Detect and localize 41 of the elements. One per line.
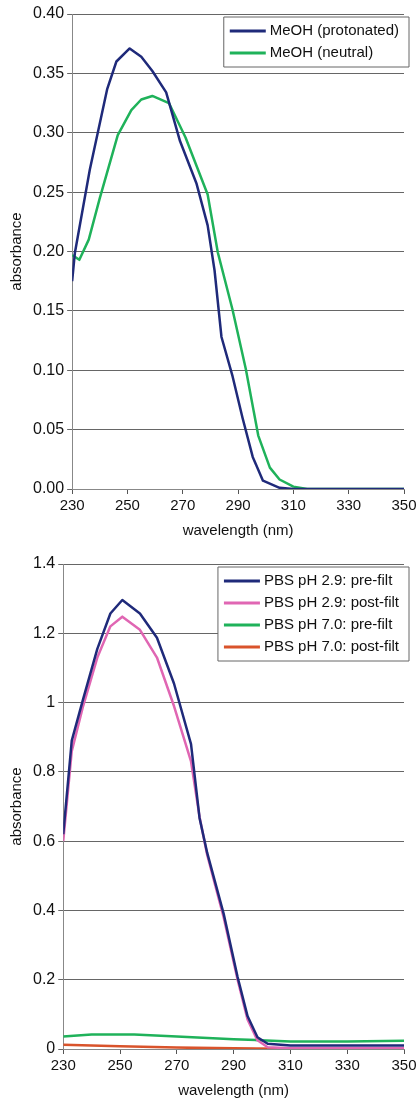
x-tick-label: 270 [164, 1056, 190, 1074]
y-tick-label: 0.8 [32, 762, 56, 780]
x-tick-label: 230 [59, 496, 85, 514]
x-axis-title: wavelength (nm) [177, 1081, 290, 1099]
y-tick-label: 0 [46, 1039, 56, 1057]
x-tick-label: 310 [280, 496, 306, 514]
y-tick-label: 0.30 [33, 123, 65, 141]
x-tick-label: 310 [277, 1056, 303, 1074]
legend-label: MeOH (neutral) [269, 43, 374, 61]
y-tick-label: 1.2 [32, 623, 56, 641]
y-tick-label: 0.15 [33, 301, 65, 319]
x-tick-label: 350 [391, 1056, 417, 1074]
x-tick-label: 330 [334, 1056, 360, 1074]
legend-label: PBS pH 7.0: post-filt [263, 637, 400, 655]
x-tick-label: 230 [50, 1056, 76, 1074]
y-tick-label: 0.4 [32, 900, 56, 918]
legend-label: MeOH (protonated) [269, 21, 400, 39]
y-axis-title: absorbance [7, 767, 25, 846]
x-tick-label: 290 [221, 1056, 247, 1074]
legend-label: PBS pH 2.9: pre-filt [263, 571, 394, 589]
y-tick-label: 0.2 [32, 970, 56, 988]
x-tick-label: 270 [170, 496, 196, 514]
y-tick-label: 0.10 [33, 360, 65, 378]
x-tick-label: 290 [225, 496, 251, 514]
y-tick-label: 0.40 [33, 4, 65, 22]
x-axis-title: wavelength (nm) [181, 521, 294, 539]
y-tick-label: 1.4 [32, 554, 56, 572]
y-tick-label: 0.35 [33, 63, 65, 81]
x-tick-label: 250 [107, 1056, 133, 1074]
y-tick-label: 0.05 [33, 420, 65, 438]
y-tick-label: 1 [46, 692, 56, 710]
x-tick-label: 250 [114, 496, 140, 514]
y-tick-label: 0.20 [33, 241, 65, 259]
legend-label: PBS pH 7.0: pre-filt [263, 615, 394, 633]
y-tick-label: 0.6 [32, 831, 56, 849]
x-tick-label: 330 [336, 496, 362, 514]
y-tick-label: 0.25 [33, 182, 65, 200]
legend-label: PBS pH 2.9: post-filt [263, 593, 400, 611]
x-tick-label: 350 [391, 496, 417, 514]
y-axis-title: absorbance [7, 212, 25, 291]
y-tick-label: 0.00 [33, 479, 65, 497]
